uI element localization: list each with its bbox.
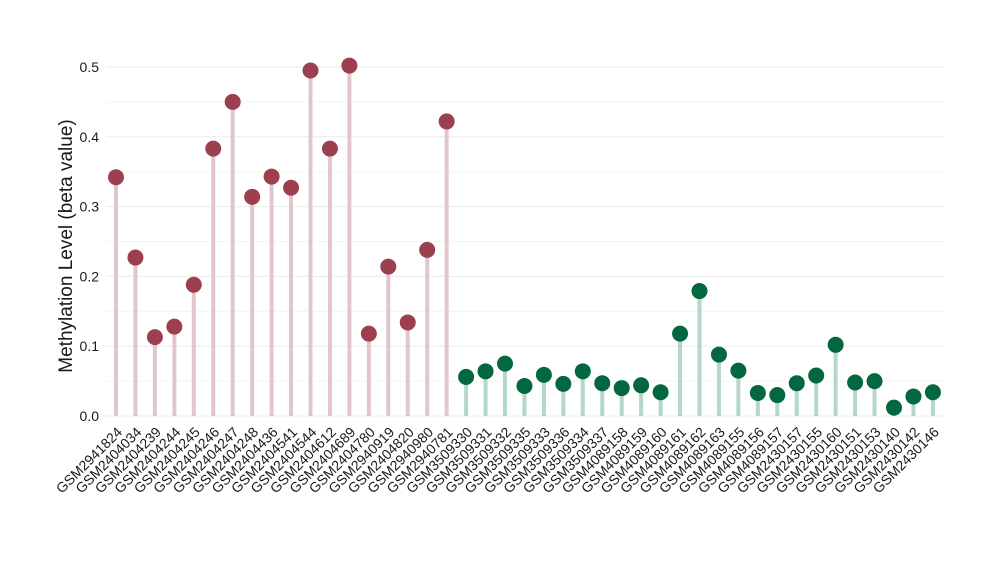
lollipop-point [205,140,222,157]
lollipop-point [730,362,747,379]
y-tick-label: 0.1 [80,338,100,354]
lollipop-point [283,179,300,196]
lollipop-point [516,377,533,394]
lollipop-point [924,384,941,401]
lollipop-point [127,249,144,266]
lollipop-point [341,57,358,74]
lollipop-point [146,329,163,346]
y-axis-title: Methylation Level (beta value) [56,119,77,372]
lollipop-point [477,363,494,380]
lollipop-stems [114,65,935,416]
lollipop-point [302,62,319,79]
lollipop-point [380,258,397,275]
grid-lines [106,66,944,417]
lollipop-point [652,384,669,401]
lollipop-point [691,283,708,300]
lollipop-point [419,241,436,258]
lollipop-point [244,188,261,205]
lollipop-point [749,384,766,401]
lollipop-point [594,375,611,392]
lollipop-point [672,325,689,342]
lollipop-point [438,113,455,130]
lollipop-point [360,325,377,342]
y-tick-label: 0.4 [80,129,100,145]
lollipop-points [108,57,941,416]
lollipop-point [769,387,786,404]
lollipop-point [166,318,183,335]
x-axis-tick-labels: GSM2941824GSM2404034GSM2404239GSM2404244… [53,424,942,497]
y-tick-label: 0.2 [80,268,100,284]
lollipop-point [497,355,513,372]
lollipop-point [633,377,650,394]
lollipop-point [224,93,241,110]
lollipop-point [905,388,922,405]
lollipop-point [185,276,202,293]
lollipop-point [710,346,727,363]
lollipop-point [321,140,338,157]
lollipop-point [399,314,416,331]
y-tick-label: 0.0 [80,408,100,424]
lollipop-point [808,367,825,384]
lollipop-point [263,168,280,185]
y-axis-tick-labels: 0.0 0.1 0.2 0.3 0.4 0.5 [80,59,100,424]
lollipop-point [535,366,552,383]
lollipop-point [827,336,844,353]
lollipop-point [886,399,902,416]
y-tick-label: 0.5 [80,59,100,75]
lollipop-point [866,373,883,390]
lollipop-point [788,375,805,392]
lollipop-point [847,374,864,391]
lollipop-point [108,169,124,186]
lollipop-point [574,363,591,380]
y-tick-label: 0.3 [80,199,100,215]
lollipop-point [613,380,630,397]
lollipop-point [555,375,572,392]
lollipop-point [458,368,475,385]
